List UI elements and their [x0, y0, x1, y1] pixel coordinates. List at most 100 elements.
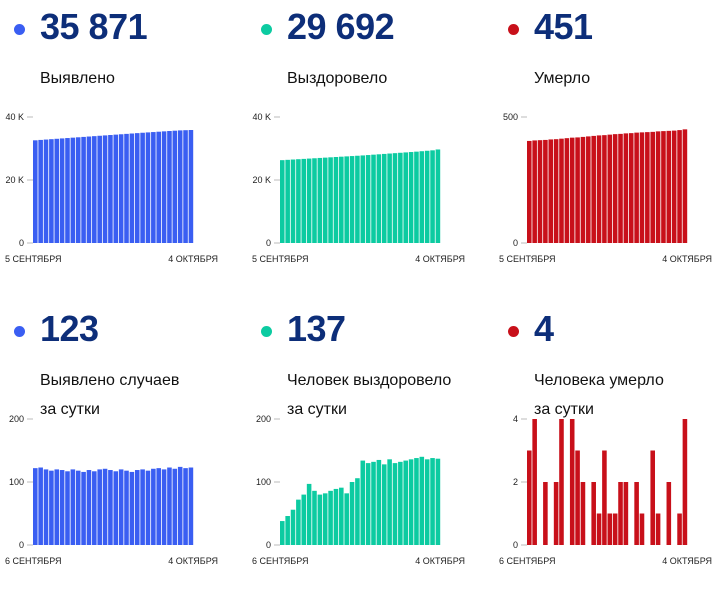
bar: [602, 135, 607, 243]
bar: [634, 132, 639, 243]
bar: [360, 460, 366, 545]
panel-daily-recovered: 137 Человек выздоровело за сутки 0 100 200…: [247, 302, 487, 602]
bar: [677, 130, 682, 243]
bar: [403, 460, 408, 545]
bar: [102, 135, 108, 243]
bar: [569, 419, 575, 545]
daily-deaths-label: Человека умерло за сутки: [534, 372, 664, 418]
bar: [414, 151, 419, 243]
bar: [65, 138, 70, 243]
bar: [296, 159, 301, 243]
bar: [398, 152, 403, 243]
y-tick-label: 0: [513, 238, 518, 248]
bar: [398, 461, 403, 545]
bar: [285, 159, 290, 243]
bar: [419, 151, 425, 243]
bar: [188, 130, 194, 243]
bar: [49, 470, 54, 545]
bar: [408, 459, 414, 545]
bar: [371, 154, 376, 243]
daily-confirmed-label: Выявлено случаев за сутки: [40, 372, 180, 418]
bar: [376, 459, 382, 545]
recovered-label: Выздоровело: [287, 70, 388, 87]
bar: [108, 135, 113, 243]
bar: [371, 461, 376, 545]
bar: [575, 450, 580, 545]
bar: [183, 130, 188, 243]
bar: [618, 133, 623, 243]
bar: [645, 132, 650, 243]
bar: [339, 487, 344, 545]
bar: [376, 154, 382, 243]
bar: [54, 469, 60, 545]
bar: [161, 469, 167, 545]
y-tick-label: 40 K: [252, 112, 271, 122]
y-tick-label: 0: [513, 540, 518, 550]
bar: [623, 482, 629, 545]
bar: [682, 129, 688, 243]
bar: [559, 419, 564, 545]
bar: [623, 133, 629, 243]
bar: [81, 471, 86, 545]
x-end-label: 4 ОКТЯБРЯ: [662, 556, 712, 566]
daily-recovered-total: 137: [287, 308, 346, 349]
bar: [177, 130, 183, 243]
bar: [151, 132, 156, 243]
bar: [290, 159, 296, 243]
green-dot-icon: [261, 326, 272, 337]
deaths-total: 451: [534, 6, 593, 47]
y-tick-label: 500: [503, 112, 518, 122]
bar: [306, 483, 312, 545]
bar: [580, 482, 586, 545]
bar: [639, 513, 645, 545]
bar: [580, 136, 586, 243]
bar: [532, 419, 537, 545]
bar: [612, 513, 618, 545]
y-tick-label: 4: [513, 414, 518, 424]
y-tick-label: 0: [266, 238, 271, 248]
bar: [118, 469, 124, 545]
bar: [151, 468, 156, 545]
bar: [312, 158, 317, 243]
y-tick-label: 200: [9, 414, 24, 424]
bar: [381, 464, 387, 545]
bar: [349, 156, 355, 243]
bar: [682, 419, 688, 545]
bar: [655, 513, 661, 545]
bar: [661, 131, 666, 243]
confirmed-label: Выявлено: [40, 70, 115, 87]
bar: [38, 467, 43, 545]
bar: [156, 131, 161, 243]
bar: [177, 466, 183, 545]
panel-confirmed: 35 871 Выявлено 0 20 K 40 K 5 СЕНТЯБРЯ 4 ОКТ…: [0, 0, 240, 300]
bar: [97, 135, 102, 243]
deaths-chart: 0 500 5 СЕНТЯБРЯ 4 ОКТЯБРЯ: [499, 112, 712, 264]
bar: [612, 134, 618, 243]
bar: [296, 499, 301, 545]
bar: [92, 136, 97, 243]
y-tick-label: 20 K: [252, 175, 271, 185]
x-end-label: 4 ОКТЯБРЯ: [415, 254, 465, 264]
bar: [317, 157, 323, 243]
bar: [328, 490, 333, 545]
bar: [129, 133, 135, 243]
bar: [172, 468, 178, 545]
confirmed-chart: 0 20 K 40 K 5 СЕНТЯБРЯ 4 ОКТЯБРЯ: [5, 112, 218, 264]
bar: [532, 140, 537, 243]
recovered-total: 29 692: [287, 6, 395, 47]
panel-daily-deaths: 4 Человека умерло за сутки 0 2 4 6 СЕНТЯБРЯ…: [494, 302, 722, 602]
daily-recovered-chart: 0 100 200 6 СЕНТЯБРЯ 4 ОКТЯБРЯ: [252, 414, 465, 566]
bar: [360, 155, 366, 243]
bar: [655, 131, 661, 243]
bar: [92, 471, 97, 545]
daily-deaths-total: 4: [534, 308, 554, 349]
bar: [317, 494, 323, 545]
bar: [124, 470, 129, 545]
bar: [414, 458, 419, 545]
bar: [161, 131, 167, 243]
x-start-label: 6 СЕНТЯБРЯ: [5, 556, 62, 566]
bar: [419, 456, 425, 545]
bar: [118, 134, 124, 243]
bar: [666, 130, 672, 243]
red-dot-icon: [508, 24, 519, 35]
